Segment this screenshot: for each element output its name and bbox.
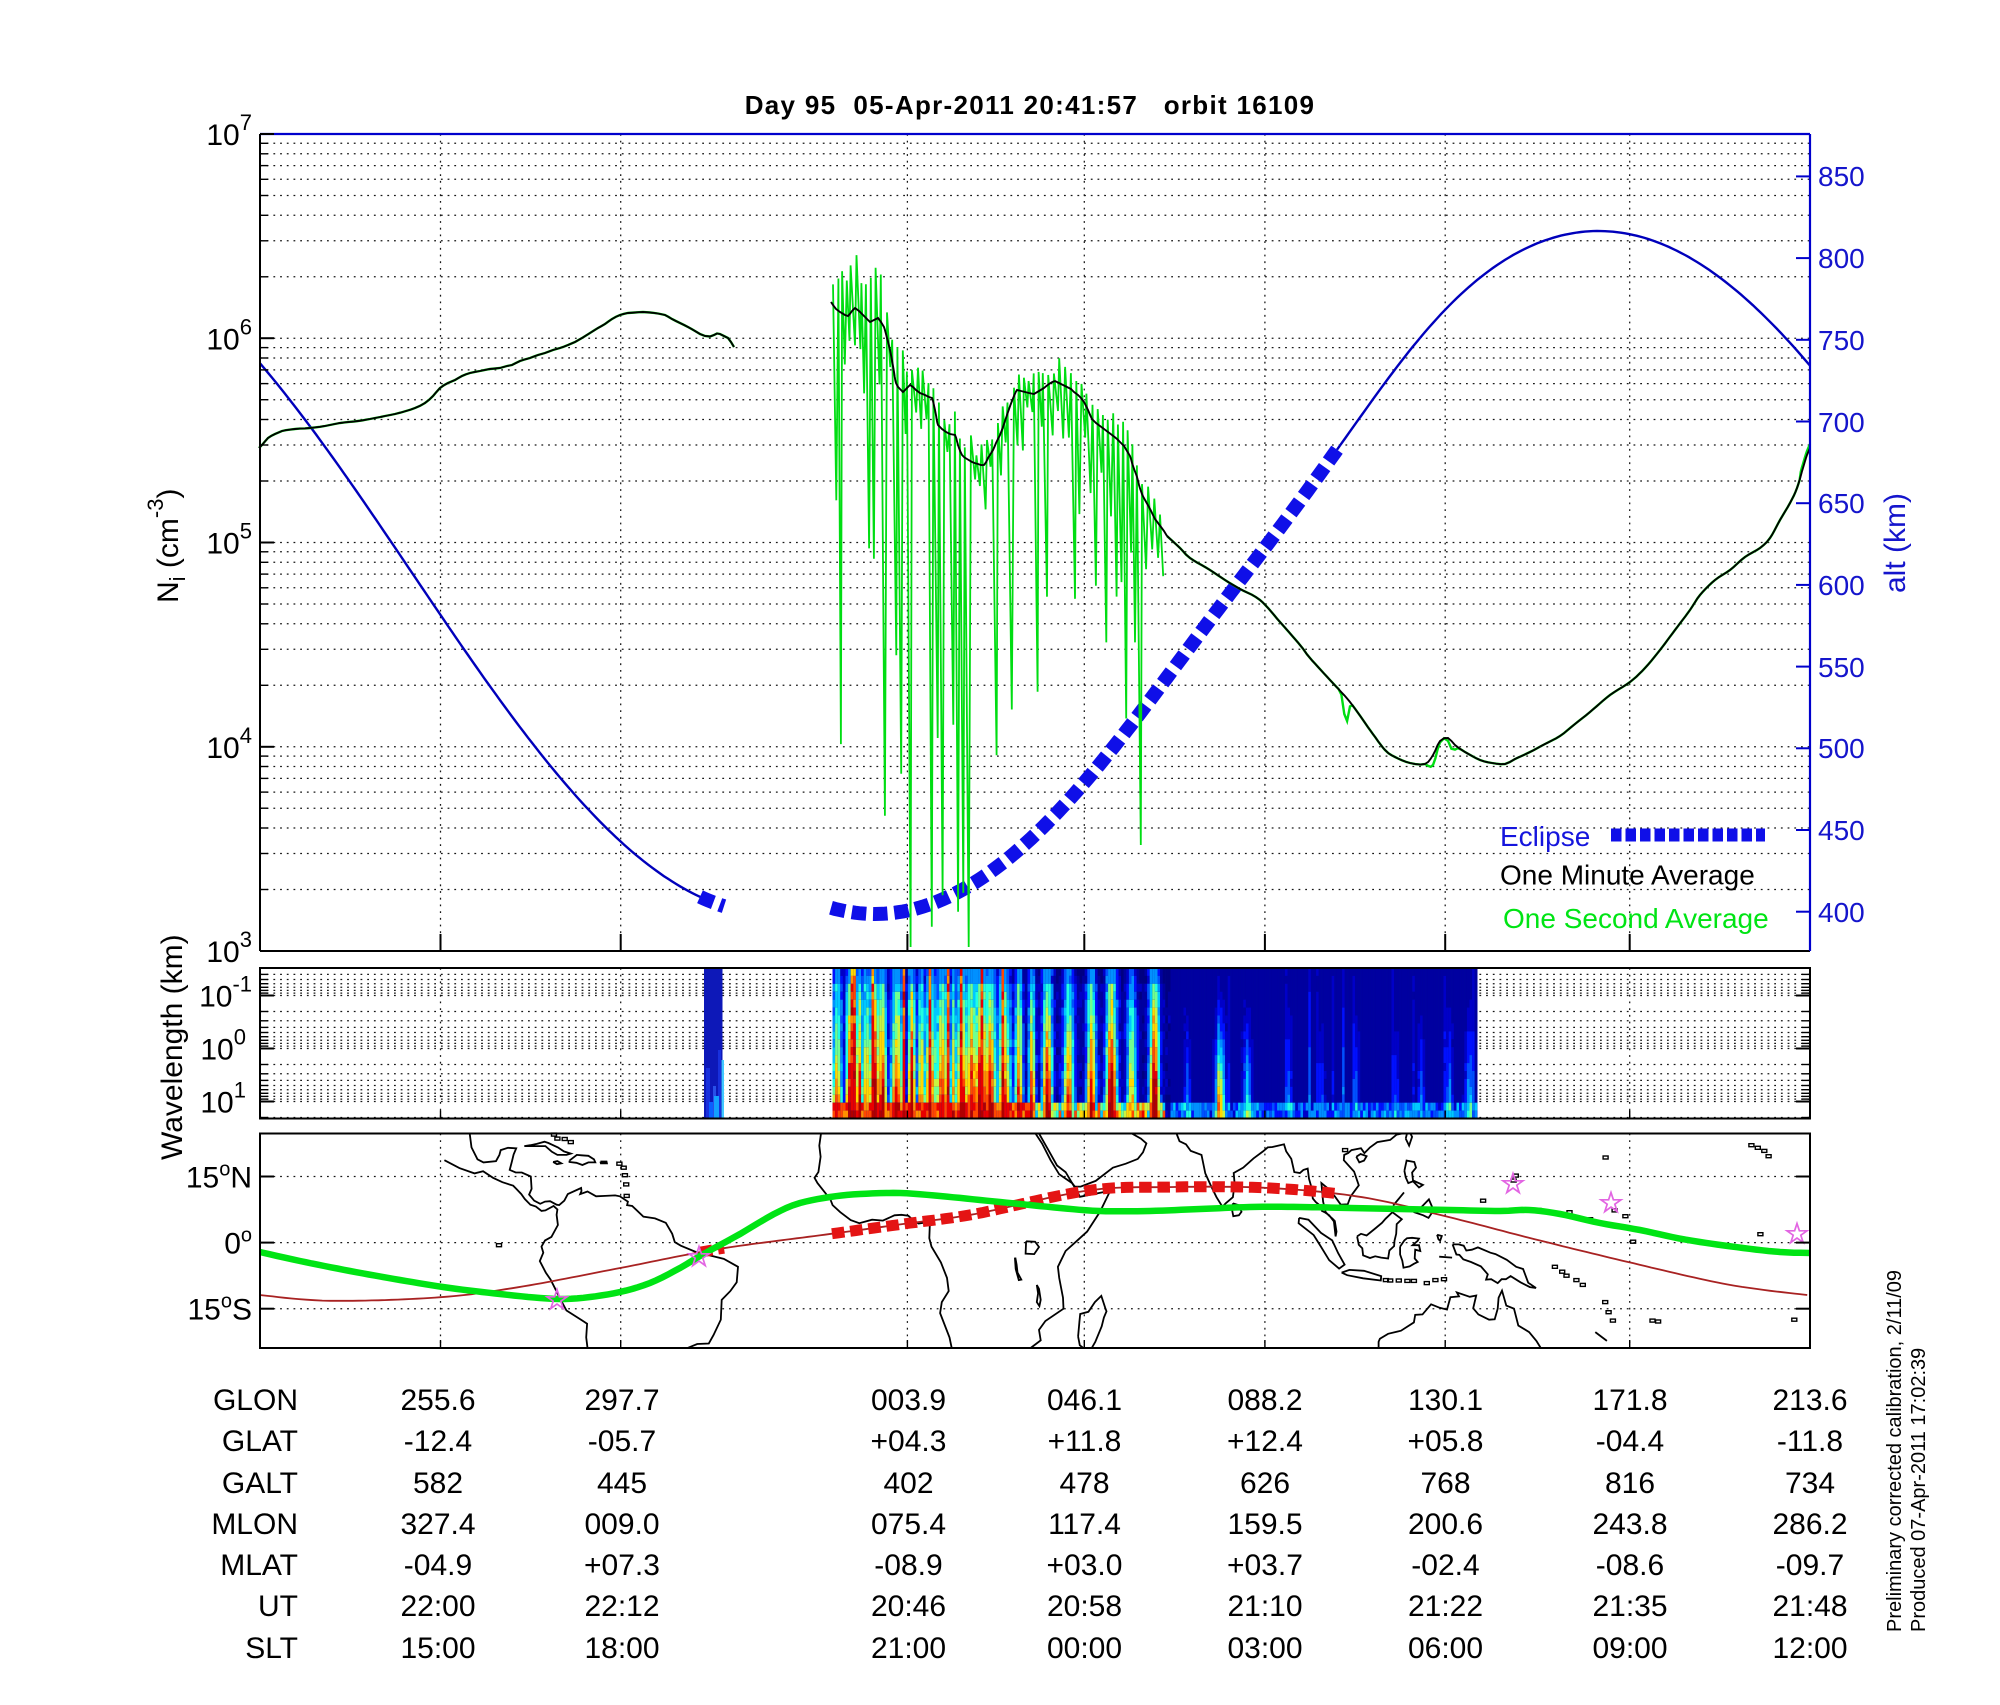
svg-text:+03.7: +03.7 <box>1227 1549 1303 1582</box>
svg-text:Produced 07-Apr-2011 17:02:39: Produced 07-Apr-2011 17:02:39 <box>1908 1348 1930 1632</box>
svg-text:One Minute Average: One Minute Average <box>1500 860 1755 891</box>
svg-text:GLON: GLON <box>213 1384 298 1417</box>
svg-text:21:00: 21:00 <box>871 1632 946 1665</box>
svg-text:09:00: 09:00 <box>1592 1632 1667 1665</box>
svg-text:626: 626 <box>1240 1467 1290 1500</box>
svg-text:130.1: 130.1 <box>1408 1384 1483 1417</box>
svg-text:One Second Average: One Second Average <box>1503 903 1769 934</box>
svg-text:046.1: 046.1 <box>1047 1384 1122 1417</box>
svg-text:03:00: 03:00 <box>1227 1632 1302 1665</box>
svg-text:500: 500 <box>1818 733 1865 764</box>
svg-text:20:58: 20:58 <box>1047 1590 1122 1623</box>
svg-text:213.6: 213.6 <box>1772 1384 1847 1417</box>
svg-text:+04.3: +04.3 <box>871 1425 947 1458</box>
svg-text:GLAT: GLAT <box>222 1425 298 1458</box>
svg-text:15:00: 15:00 <box>400 1632 475 1665</box>
svg-text:286.2: 286.2 <box>1772 1508 1847 1541</box>
svg-text:-05.7: -05.7 <box>588 1425 656 1458</box>
svg-text:478: 478 <box>1059 1467 1109 1500</box>
svg-text:MLON: MLON <box>211 1508 298 1541</box>
svg-text:800: 800 <box>1818 243 1865 274</box>
svg-text:200.6: 200.6 <box>1408 1508 1483 1541</box>
svg-text:-08.6: -08.6 <box>1596 1549 1664 1582</box>
svg-text:-04.9: -04.9 <box>404 1549 472 1582</box>
svg-text:22:12: 22:12 <box>584 1590 659 1623</box>
svg-text:402: 402 <box>883 1467 933 1500</box>
svg-text:-12.4: -12.4 <box>404 1425 472 1458</box>
svg-text:750: 750 <box>1818 325 1865 356</box>
svg-text:-08.9: -08.9 <box>874 1549 942 1582</box>
svg-text:+07.3: +07.3 <box>584 1549 660 1582</box>
svg-text:06:00: 06:00 <box>1408 1632 1483 1665</box>
svg-text:20:46: 20:46 <box>871 1590 946 1623</box>
svg-text:18:00: 18:00 <box>584 1632 659 1665</box>
svg-text:159.5: 159.5 <box>1227 1508 1302 1541</box>
svg-text:22:00: 22:00 <box>400 1590 475 1623</box>
svg-text:768: 768 <box>1420 1467 1470 1500</box>
svg-text:700: 700 <box>1818 407 1865 438</box>
svg-text:21:48: 21:48 <box>1772 1590 1847 1623</box>
svg-text:Day 95 05-Apr-2011 20:41:57: Day 95 05-Apr-2011 20:41:57 orbit 16109 <box>745 90 1316 120</box>
svg-text:Eclipse: Eclipse <box>1500 821 1590 852</box>
svg-text:12:00: 12:00 <box>1772 1632 1847 1665</box>
svg-text:600: 600 <box>1818 570 1865 601</box>
svg-text:UT: UT <box>258 1590 298 1623</box>
svg-text:-04.4: -04.4 <box>1596 1425 1664 1458</box>
svg-text:297.7: 297.7 <box>584 1384 659 1417</box>
svg-text:550: 550 <box>1818 652 1865 683</box>
svg-text:-02.4: -02.4 <box>1411 1549 1479 1582</box>
svg-text:400: 400 <box>1818 897 1865 928</box>
svg-text:GALT: GALT <box>222 1467 298 1500</box>
svg-text:582: 582 <box>413 1467 463 1500</box>
svg-text:003.9: 003.9 <box>871 1384 946 1417</box>
svg-text:15oS: 15oS <box>187 1291 252 1327</box>
svg-text:21:22: 21:22 <box>1408 1590 1483 1623</box>
svg-text:Wavelength (km): Wavelength (km) <box>156 934 189 1160</box>
svg-text:850: 850 <box>1818 161 1865 192</box>
svg-text:SLT: SLT <box>245 1632 298 1665</box>
svg-text:009.0: 009.0 <box>584 1508 659 1541</box>
svg-text:816: 816 <box>1605 1467 1655 1500</box>
svg-text:171.8: 171.8 <box>1592 1384 1667 1417</box>
svg-text:-11.8: -11.8 <box>1777 1425 1843 1458</box>
svg-text:088.2: 088.2 <box>1227 1384 1302 1417</box>
svg-text:15oN: 15oN <box>186 1158 252 1194</box>
svg-text:+11.8: +11.8 <box>1048 1425 1122 1458</box>
svg-text:21:35: 21:35 <box>1592 1590 1667 1623</box>
svg-text:327.4: 327.4 <box>400 1508 475 1541</box>
svg-text:117.4: 117.4 <box>1048 1508 1121 1541</box>
svg-text:+03.0: +03.0 <box>1047 1549 1123 1582</box>
svg-text:MLAT: MLAT <box>220 1549 298 1582</box>
svg-text:21:10: 21:10 <box>1227 1590 1302 1623</box>
svg-text:650: 650 <box>1818 488 1865 519</box>
svg-text:alt (km): alt (km) <box>1879 493 1912 593</box>
svg-text:+05.8: +05.8 <box>1408 1425 1484 1458</box>
svg-text:734: 734 <box>1785 1467 1835 1500</box>
svg-text:075.4: 075.4 <box>871 1508 946 1541</box>
svg-text:+12.4: +12.4 <box>1227 1425 1303 1458</box>
svg-text:00:00: 00:00 <box>1047 1632 1122 1665</box>
svg-text:243.8: 243.8 <box>1592 1508 1667 1541</box>
svg-text:445: 445 <box>597 1467 647 1500</box>
svg-text:-09.7: -09.7 <box>1776 1549 1844 1582</box>
svg-text:255.6: 255.6 <box>400 1384 475 1417</box>
svg-text:450: 450 <box>1818 815 1865 846</box>
svg-text:Preliminary corrected calibrat: Preliminary corrected calibration, 2/11/… <box>1884 1270 1906 1632</box>
